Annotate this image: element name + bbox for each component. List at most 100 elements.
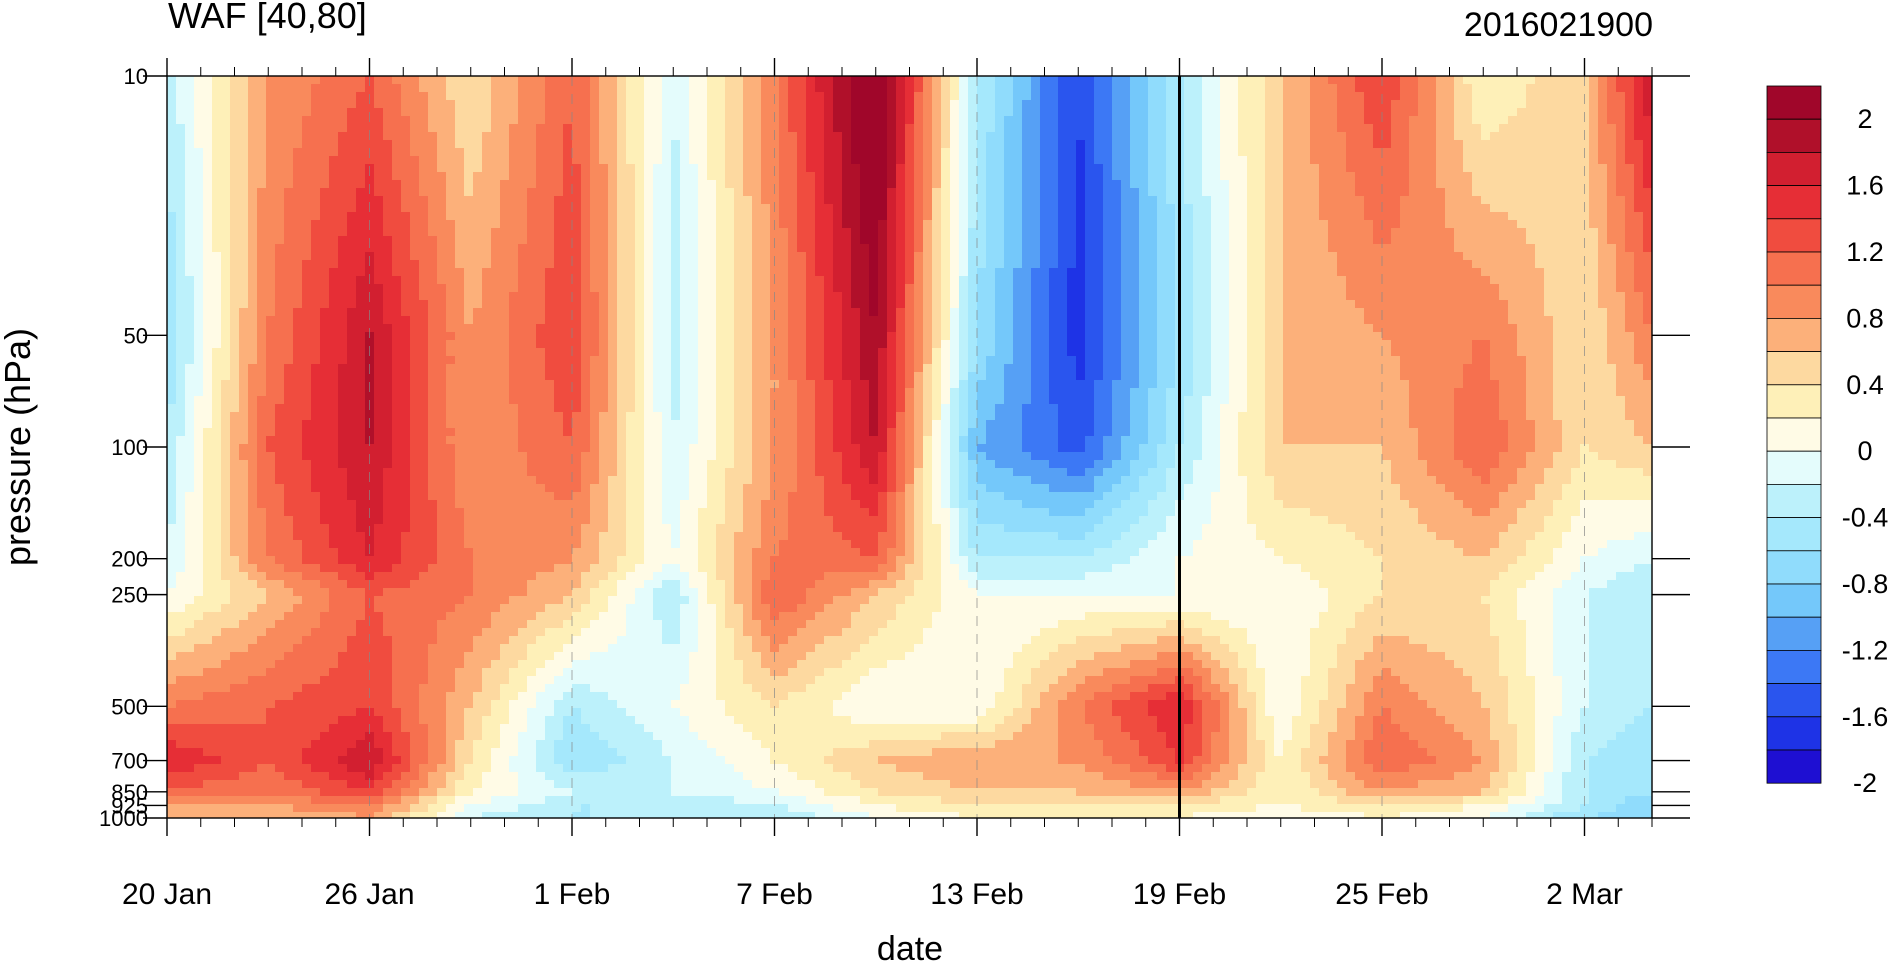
contour-cell: [1463, 292, 1473, 301]
contour-cell: [698, 140, 708, 149]
contour-cell: [986, 204, 996, 213]
contour-cell: [635, 292, 645, 301]
contour-cell: [203, 156, 213, 165]
contour-cell: [905, 84, 915, 93]
contour-cell: [1346, 148, 1356, 157]
contour-cell: [1535, 268, 1545, 277]
contour-cell: [1355, 188, 1365, 197]
contour-cell: [1103, 84, 1113, 93]
contour-cell: [347, 220, 357, 229]
contour-cell: [509, 84, 519, 93]
contour-cell: [302, 108, 312, 117]
contour-cell: [1364, 284, 1374, 293]
contour-cell: [599, 180, 609, 189]
contour-cell: [356, 116, 366, 125]
contour-cell: [680, 164, 690, 173]
contour-cell: [248, 100, 258, 109]
contour-cell: [941, 84, 951, 93]
contour-cell: [1031, 148, 1041, 157]
contour-cell: [266, 164, 276, 173]
contour-cell: [1481, 180, 1491, 189]
contour-cell: [626, 220, 636, 229]
contour-cell: [167, 76, 177, 85]
contour-cell: [176, 308, 186, 317]
contour-cell: [1247, 204, 1257, 213]
contour-cell: [995, 164, 1005, 173]
contour-cell: [230, 188, 240, 197]
contour-cell: [392, 76, 402, 85]
contour-cell: [941, 300, 951, 309]
contour-cell: [248, 292, 258, 301]
contour-cell: [806, 268, 816, 277]
contour-cell: [1553, 212, 1563, 221]
contour-cell: [1400, 284, 1410, 293]
contour-cell: [194, 204, 204, 213]
contour-cell: [167, 196, 177, 205]
contour-cell: [500, 204, 510, 213]
contour-cell: [464, 276, 474, 285]
contour-cell: [977, 84, 987, 93]
contour-cell: [1346, 244, 1356, 253]
contour-cell: [653, 276, 663, 285]
contour-cell: [401, 188, 411, 197]
contour-cell: [941, 284, 951, 293]
contour-cell: [590, 252, 600, 261]
contour-cell: [1643, 308, 1652, 317]
contour-cell: [869, 236, 879, 245]
contour-cell: [1472, 92, 1482, 101]
contour-cell: [1085, 228, 1095, 237]
contour-cell: [1562, 236, 1572, 245]
contour-cell: [185, 244, 195, 253]
contour-cell: [995, 156, 1005, 165]
contour-cell: [1418, 268, 1428, 277]
contour-cell: [1562, 148, 1572, 157]
contour-cell: [1112, 100, 1122, 109]
contour-cell: [1319, 76, 1329, 85]
contour-cell: [1607, 292, 1617, 301]
contour-cell: [545, 124, 555, 133]
contour-cell: [959, 180, 969, 189]
contour-cell: [185, 284, 195, 293]
contour-cell: [1409, 132, 1419, 141]
contour-cell: [500, 164, 510, 173]
contour-cell: [419, 316, 429, 325]
contour-cell: [1382, 164, 1392, 173]
contour-cell: [491, 204, 501, 213]
contour-cell: [1202, 300, 1212, 309]
contour-cell: [725, 308, 735, 317]
contour-cell: [491, 228, 501, 237]
contour-cell: [374, 284, 384, 293]
contour-cell: [1508, 244, 1518, 253]
contour-cell: [1409, 180, 1419, 189]
contour-cell: [959, 156, 969, 165]
contour-cell: [1346, 100, 1356, 109]
contour-cell: [203, 316, 213, 325]
contour-cell: [1319, 204, 1329, 213]
contour-cell: [1553, 132, 1563, 141]
contour-cell: [212, 236, 222, 245]
contour-cell: [311, 76, 321, 85]
contour-cell: [473, 204, 483, 213]
contour-cell: [833, 220, 843, 229]
contour-cell: [1481, 84, 1491, 93]
contour-cell: [815, 276, 825, 285]
contour-cell: [320, 116, 330, 125]
contour-cell: [1040, 116, 1050, 125]
contour-cell: [509, 108, 519, 117]
contour-cell: [1112, 84, 1122, 93]
contour-cell: [1274, 292, 1284, 301]
contour-cell: [1481, 292, 1491, 301]
contour-cell: [887, 84, 897, 93]
contour-cell: [1229, 292, 1239, 301]
contour-cell: [1535, 300, 1545, 309]
contour-cell: [1607, 140, 1617, 149]
contour-cell: [1562, 244, 1572, 253]
contour-cell: [1238, 252, 1248, 261]
contour-cell: [986, 92, 996, 101]
contour-cell: [1499, 164, 1509, 173]
contour-cell: [1625, 92, 1635, 101]
contour-cell: [608, 92, 618, 101]
contour-cell: [887, 116, 897, 125]
contour-cell: [1490, 284, 1500, 293]
contour-cell: [1310, 180, 1320, 189]
